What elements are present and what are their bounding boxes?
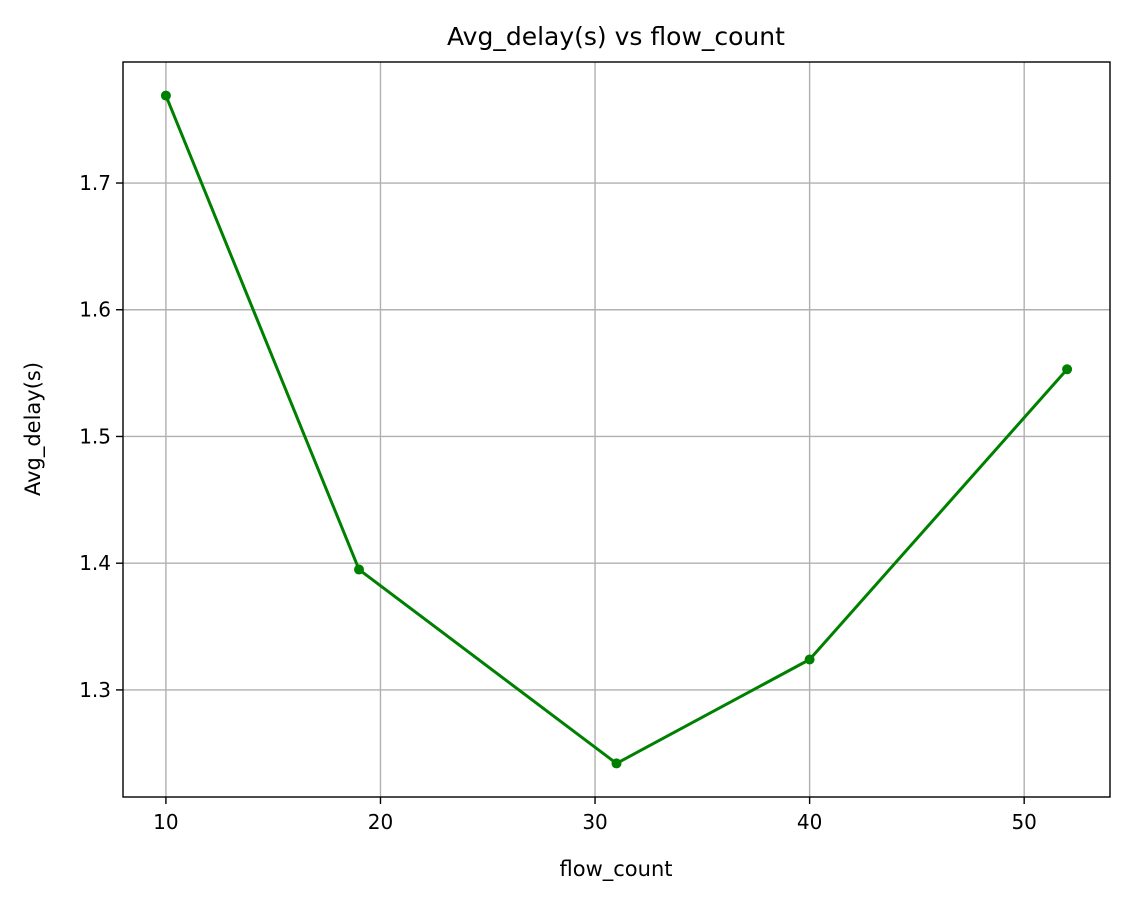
x-tick-label: 20 (368, 810, 393, 834)
data-point (354, 564, 365, 575)
y-axis-label: Avg_delay(s) (21, 362, 46, 496)
x-tick-label: 30 (582, 810, 607, 834)
series-layer (160, 90, 1073, 769)
y-tick-label: 1.3 (79, 678, 111, 702)
axis-ticks: 10 20 30 40 50 1.3 1.4 1.5 1.6 1.7 (79, 171, 1037, 834)
y-tick-label: 1.5 (79, 424, 111, 448)
x-tick-label: 10 (153, 810, 178, 834)
x-tick-label: 40 (797, 810, 822, 834)
data-point (804, 654, 815, 665)
x-tick-label: 50 (1011, 810, 1036, 834)
data-point (160, 90, 171, 101)
x-axis-label: flow_count (560, 857, 673, 882)
y-tick-label: 1.7 (79, 171, 111, 195)
y-tick-label: 1.4 (79, 551, 111, 575)
chart-title: Avg_delay(s) vs flow_count (447, 22, 785, 51)
y-tick-label: 1.6 (79, 298, 111, 322)
data-point (1062, 364, 1073, 375)
grid (123, 62, 1110, 797)
plot-frame (122, 61, 1111, 798)
data-point (611, 758, 622, 769)
